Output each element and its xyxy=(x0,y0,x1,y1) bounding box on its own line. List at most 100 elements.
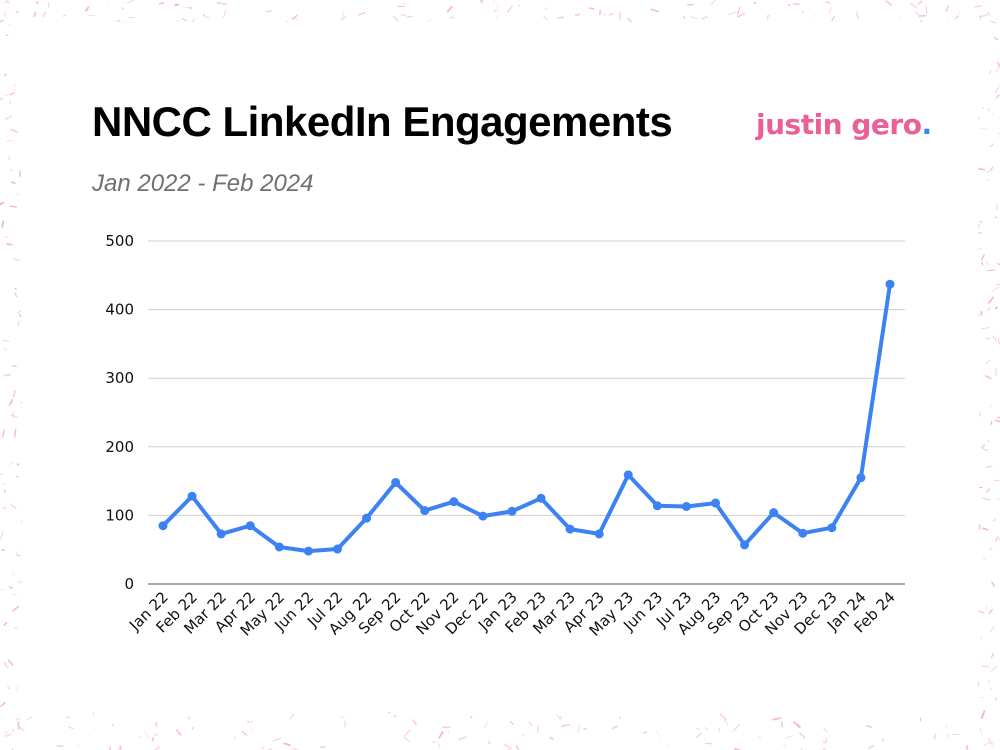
texture-speck xyxy=(989,20,996,24)
texture-speck xyxy=(984,375,992,380)
texture-speck xyxy=(986,269,996,272)
texture-speck xyxy=(737,6,741,15)
texture-speck xyxy=(33,12,37,17)
texture-speck xyxy=(8,100,11,105)
texture-speck xyxy=(619,716,621,719)
texture-speck xyxy=(446,6,453,13)
texture-speck xyxy=(8,156,11,161)
texture-speck xyxy=(16,193,19,197)
texture-speck xyxy=(989,547,993,550)
texture-speck xyxy=(5,34,9,36)
texture-speck xyxy=(1,220,5,228)
texture-speck xyxy=(496,4,500,8)
texture-speck xyxy=(4,730,8,734)
texture-speck xyxy=(16,10,19,14)
texture-speck xyxy=(979,13,988,18)
texture-speck xyxy=(0,473,4,475)
texture-speck xyxy=(985,488,991,493)
texture-speck xyxy=(561,723,571,727)
texture-speck xyxy=(121,7,124,10)
texture-speck xyxy=(12,605,20,612)
texture-speck xyxy=(997,537,1000,542)
texture-speck xyxy=(982,558,986,560)
texture-speck xyxy=(17,310,22,314)
texture-speck xyxy=(990,687,992,690)
texture-speck xyxy=(556,714,561,720)
texture-speck xyxy=(265,10,273,13)
y-axis: 0 100 200 300 400 500 xyxy=(105,232,134,593)
texture-speck xyxy=(981,327,990,329)
texture-speck xyxy=(728,11,738,16)
texture-speck xyxy=(127,0,135,4)
texture-speck xyxy=(994,216,998,219)
texture-speck xyxy=(528,721,533,726)
texture-speck xyxy=(14,292,18,298)
texture-speck xyxy=(855,11,859,20)
texture-speck xyxy=(261,747,265,749)
texture-speck xyxy=(295,18,299,21)
data-point xyxy=(478,511,488,521)
texture-speck xyxy=(7,659,14,666)
texture-speck xyxy=(988,608,993,614)
texture-speck xyxy=(291,14,298,21)
texture-speck xyxy=(982,448,989,452)
data-point xyxy=(158,521,168,531)
texture-speck xyxy=(987,307,991,311)
texture-speck xyxy=(10,181,16,185)
texture-speck xyxy=(175,729,182,736)
chart-card xyxy=(22,22,978,712)
texture-speck xyxy=(509,720,514,725)
texture-speck xyxy=(992,335,997,342)
texture-speck xyxy=(42,11,47,18)
texture-speck xyxy=(981,254,985,261)
texture-speck xyxy=(1,339,10,342)
texture-speck xyxy=(933,733,937,740)
texture-speck xyxy=(987,440,990,442)
texture-speck xyxy=(12,389,16,398)
texture-speck xyxy=(1,483,6,486)
texture-speck xyxy=(493,9,498,13)
texture-speck xyxy=(989,166,994,173)
texture-speck xyxy=(283,742,291,747)
texture-speck xyxy=(11,593,17,596)
texture-speck xyxy=(951,733,960,736)
texture-speck xyxy=(910,2,917,8)
texture-speck xyxy=(507,5,513,13)
texture-speck xyxy=(18,580,22,584)
series-line-path xyxy=(161,282,892,554)
texture-speck xyxy=(982,497,991,501)
texture-speck xyxy=(12,572,15,576)
texture-speck xyxy=(793,3,800,6)
texture-speck xyxy=(66,716,70,719)
texture-speck xyxy=(62,14,67,17)
texture-speck xyxy=(736,13,746,18)
texture-speck xyxy=(272,737,282,742)
texture-speck xyxy=(144,731,150,739)
texture-speck xyxy=(13,83,17,88)
texture-speck xyxy=(340,16,346,21)
texture-speck xyxy=(753,1,757,4)
texture-speck xyxy=(223,9,227,18)
texture-speck xyxy=(822,740,826,744)
texture-speck xyxy=(1,429,6,438)
texture-speck xyxy=(980,127,988,130)
texture-speck xyxy=(758,736,762,739)
texture-speck xyxy=(588,7,595,10)
texture-speck xyxy=(289,713,295,720)
data-point xyxy=(507,506,517,516)
texture-speck xyxy=(991,741,994,748)
data-point xyxy=(216,529,226,539)
texture-speck xyxy=(945,723,948,728)
texture-speck xyxy=(978,610,985,614)
texture-speck xyxy=(608,13,614,16)
texture-speck xyxy=(438,743,441,749)
y-tick-label: 400 xyxy=(105,301,134,319)
texture-speck xyxy=(67,726,74,730)
texture-speck xyxy=(549,736,554,740)
texture-speck xyxy=(627,17,633,23)
texture-speck xyxy=(989,625,995,633)
data-point xyxy=(740,540,750,550)
texture-speck xyxy=(5,0,10,4)
data-point xyxy=(565,524,575,534)
texture-speck xyxy=(990,143,994,148)
